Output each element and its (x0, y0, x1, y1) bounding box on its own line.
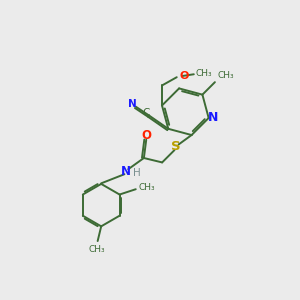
Text: CH₃: CH₃ (217, 71, 234, 80)
Text: CH₃: CH₃ (196, 69, 212, 78)
Text: N: N (208, 112, 219, 124)
Text: O: O (142, 129, 152, 142)
Text: O: O (180, 71, 189, 81)
Text: S: S (172, 140, 181, 153)
Text: H: H (133, 168, 140, 178)
Text: C: C (142, 108, 150, 118)
Text: CH₃: CH₃ (88, 245, 105, 254)
Text: CH₃: CH₃ (138, 183, 155, 192)
Text: N: N (121, 165, 131, 178)
Text: N: N (128, 99, 137, 110)
